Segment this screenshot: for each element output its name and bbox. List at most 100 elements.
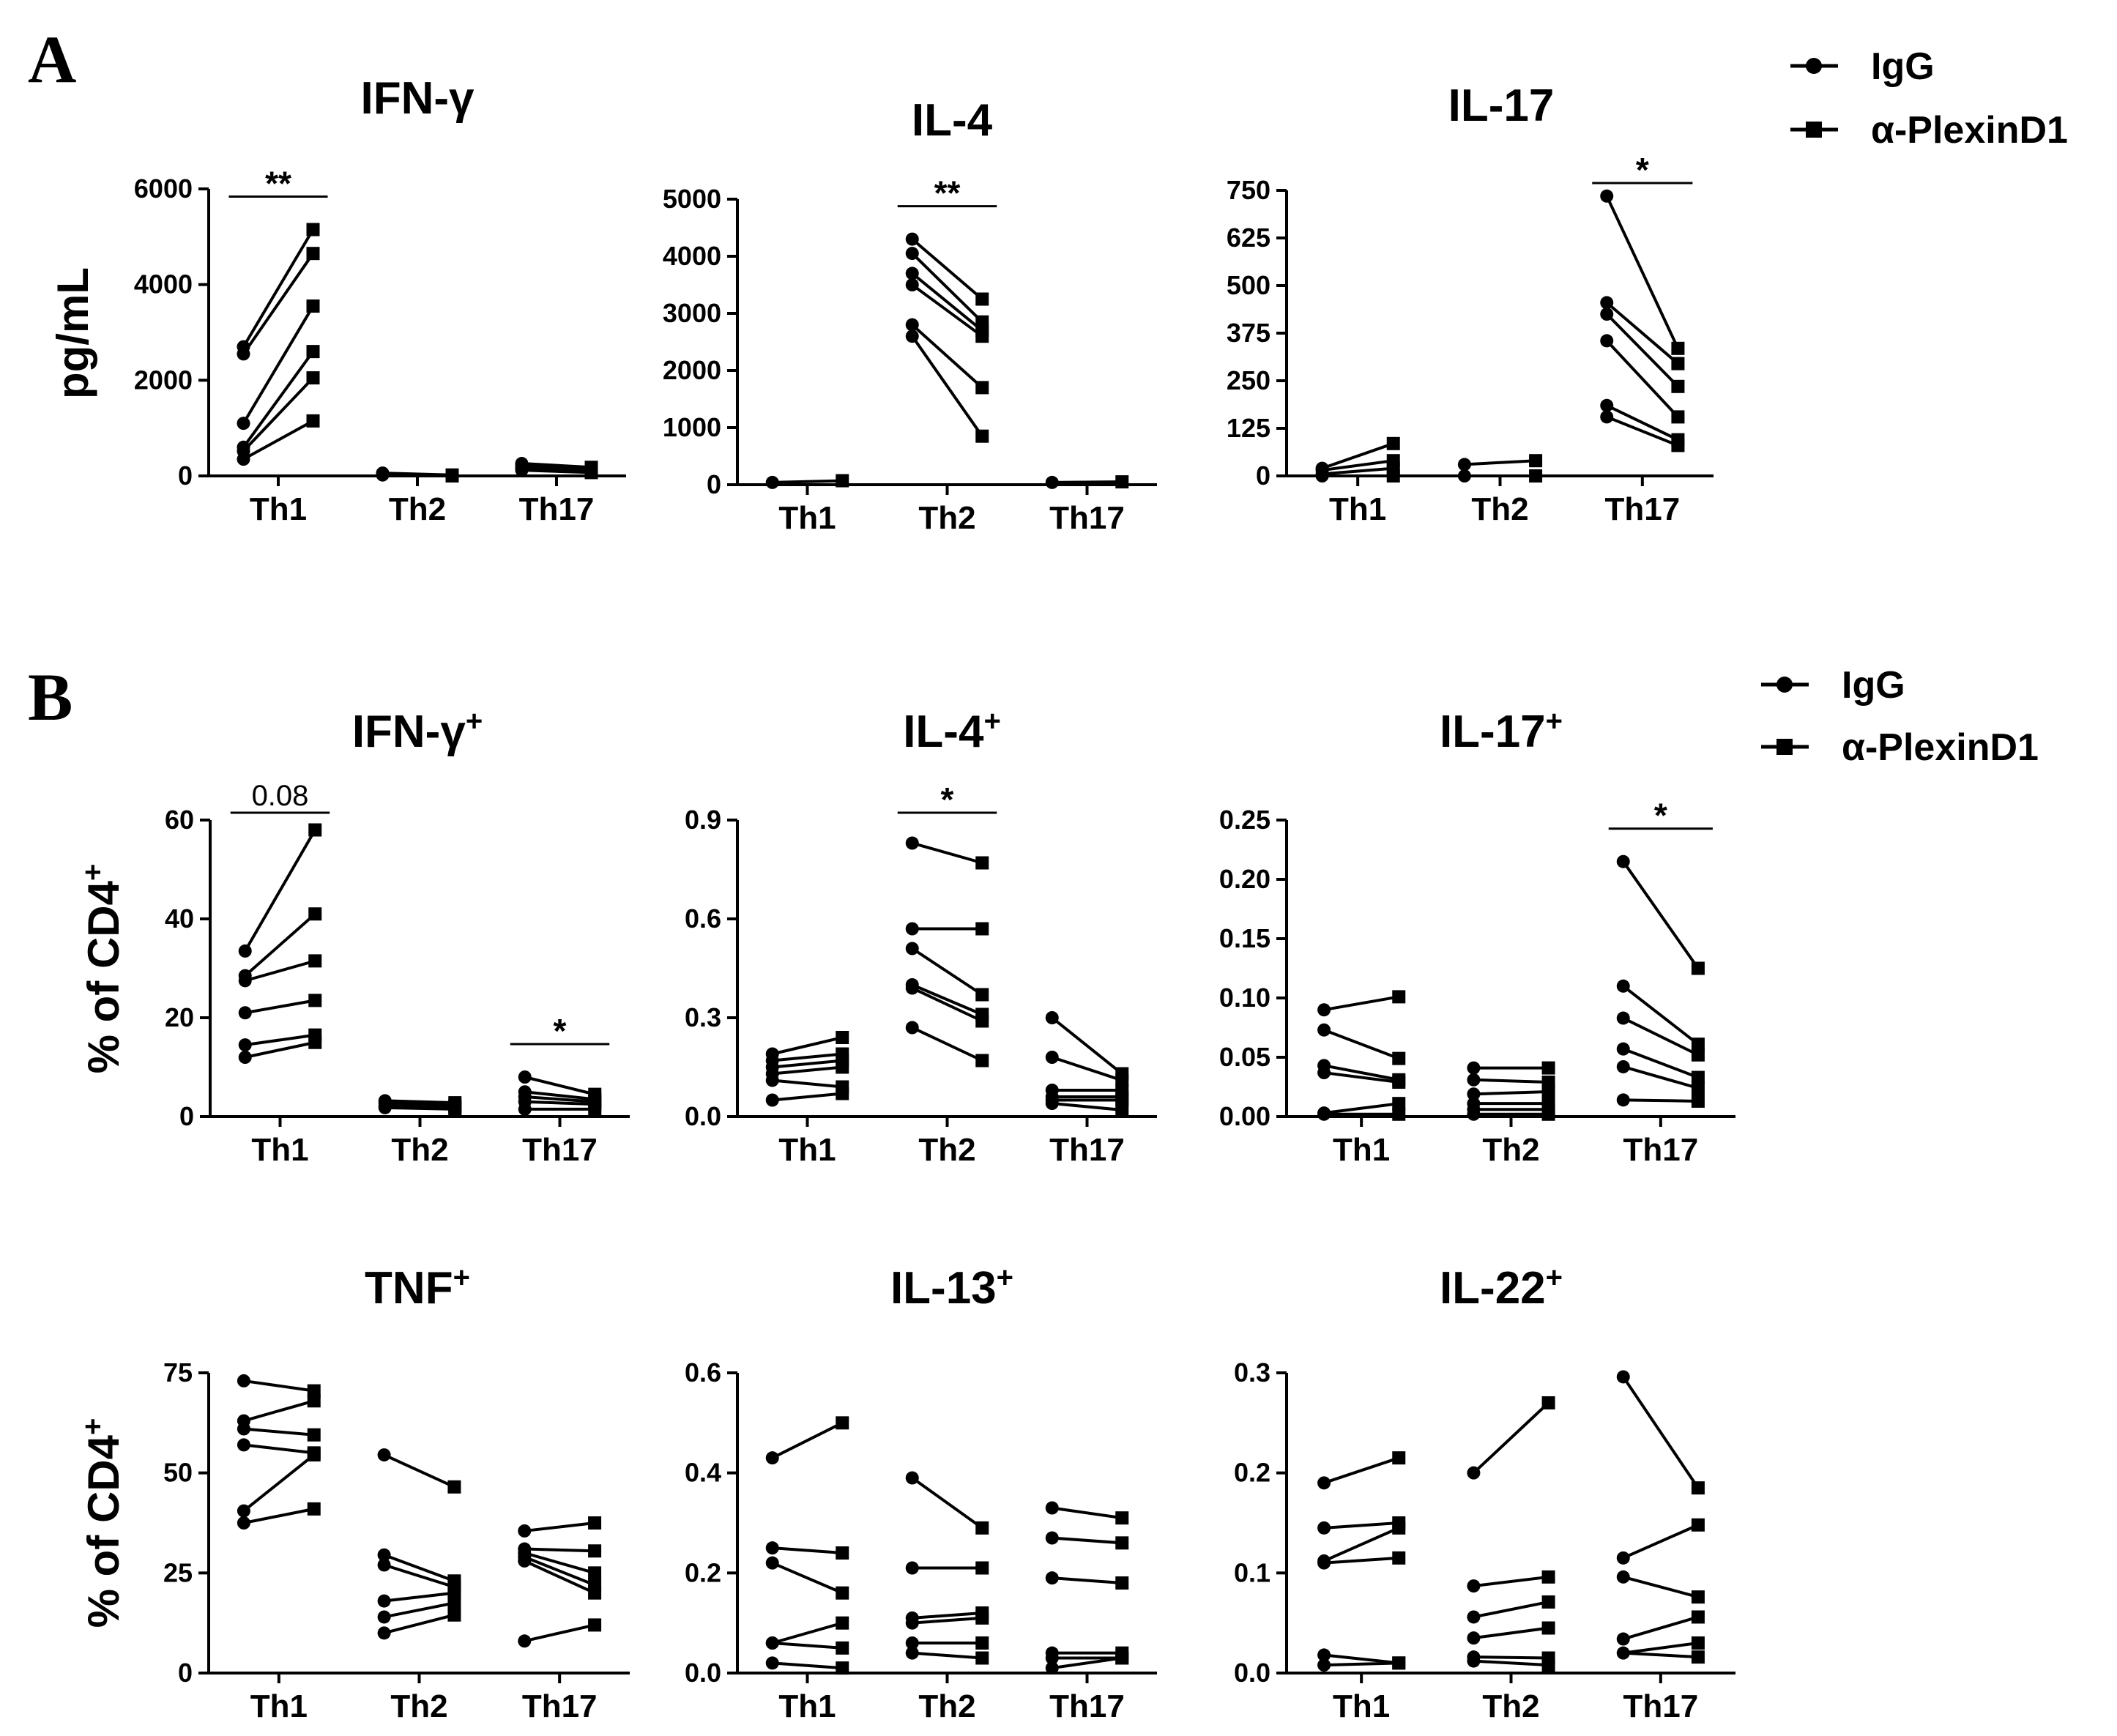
igg-point	[237, 1516, 250, 1530]
igg-point	[905, 329, 919, 343]
plexind1-point	[975, 922, 989, 936]
y-tick-label: 0.2	[1234, 1458, 1270, 1488]
igg-point	[1467, 1107, 1481, 1121]
paired-line	[242, 228, 315, 348]
paired-line	[1323, 1456, 1399, 1485]
paired-line	[1622, 985, 1700, 1046]
plexind1-point	[1115, 1103, 1129, 1117]
plexind1-point	[447, 1596, 461, 1610]
plexind1-point	[308, 823, 322, 837]
paired-line	[242, 1453, 315, 1513]
paired-line	[1605, 340, 1679, 418]
paired-line	[911, 272, 983, 332]
plexind1-point	[307, 1448, 321, 1462]
igg-point	[1616, 1632, 1630, 1646]
x-tick-label: Th17	[519, 491, 595, 527]
x-tick-label: Th1	[1333, 1688, 1390, 1724]
paired-line	[1323, 1102, 1399, 1115]
igg-point	[237, 417, 250, 431]
plexind1-point	[1691, 1081, 1705, 1095]
igg-point	[1616, 1011, 1630, 1025]
igg-point	[1467, 1654, 1481, 1668]
legend-a: IgG α-PlexinD1	[1790, 45, 2068, 152]
igg-point	[237, 1374, 250, 1387]
paired-line	[912, 1612, 983, 1620]
x-tick-label: Th17	[1049, 500, 1125, 536]
paired-line	[1323, 1556, 1399, 1565]
igg-point	[765, 1656, 779, 1670]
plexind1-point	[975, 1651, 989, 1665]
paired-line	[384, 1099, 455, 1105]
paired-line	[912, 841, 983, 865]
x-tick-label: Th2	[391, 1132, 448, 1168]
y-tick-label: 0	[178, 461, 193, 491]
plexind1-point	[588, 1102, 602, 1116]
paired-line	[242, 420, 314, 461]
chart-panel: IL-17 0 125 250 375 500 625 750 Th1 Th2 Th17 *	[1227, 81, 1714, 527]
plexind1-point	[1541, 1107, 1555, 1121]
igg-point	[905, 1561, 919, 1575]
plexind1-point	[1691, 1481, 1705, 1495]
plexind1-point	[447, 1480, 461, 1494]
igg-point	[237, 1438, 250, 1452]
igg-point	[905, 318, 919, 332]
igg-point	[1045, 1501, 1059, 1515]
plexind1-point	[836, 474, 849, 488]
paired-line	[1323, 1653, 1399, 1665]
y-tick-label: 375	[1227, 318, 1270, 348]
y-tick-label: 0.2	[685, 1557, 721, 1587]
igg-point	[1045, 1097, 1059, 1110]
paired-line	[524, 1547, 595, 1553]
plexind1-point	[975, 429, 989, 443]
y-tick-label: 0.1	[1234, 1557, 1270, 1587]
plexind1-point	[308, 907, 322, 921]
paired-line	[1623, 1642, 1699, 1655]
paired-line	[1324, 1661, 1399, 1667]
legend-circle-marker	[1806, 58, 1822, 74]
igg-point	[1045, 1051, 1059, 1064]
y-tick-label: 0.3	[1234, 1357, 1270, 1387]
paired-line	[524, 1095, 595, 1103]
plexind1-point	[1529, 469, 1543, 483]
y-tick-label: 0	[179, 1101, 194, 1131]
igg-point	[765, 1451, 779, 1465]
igg-point	[1616, 1042, 1630, 1056]
paired-line	[1052, 1102, 1123, 1111]
chart-title: TNF+	[365, 1262, 470, 1314]
paired-line	[524, 1076, 595, 1096]
plexind1-point	[1115, 475, 1129, 489]
paired-line	[911, 947, 983, 996]
plexind1-point	[836, 1616, 849, 1630]
igg-point	[1467, 1466, 1481, 1480]
plexind1-point	[975, 988, 989, 1002]
paired-line	[771, 1561, 844, 1595]
y-tick-label: 0.10	[1219, 983, 1270, 1013]
paired-line	[1052, 1506, 1123, 1520]
y-tick-label: 0.3	[685, 1002, 721, 1032]
paired-line	[243, 1443, 314, 1455]
y-tick-label: 0.6	[685, 904, 721, 934]
plexind1-point	[1541, 1396, 1555, 1409]
paired-line	[1322, 466, 1394, 476]
igg-point	[238, 1051, 252, 1064]
plexind1-point	[306, 345, 320, 359]
y-axis-label: % of CD4+	[77, 1418, 128, 1628]
igg-point	[237, 1422, 250, 1436]
igg-point	[237, 347, 250, 361]
significance-label: **	[265, 165, 291, 203]
igg-point	[1616, 854, 1630, 868]
igg-point	[1616, 1570, 1630, 1584]
plexind1-point	[306, 371, 320, 385]
chart-panel: IL-17+ 0.00 0.05 0.10 0.15 0.20 0.25 Th1 Th2 Th17…	[1219, 705, 1735, 1168]
paired-line	[912, 1651, 983, 1660]
plexind1-point	[588, 1544, 602, 1558]
legend-label-igg: IgG	[1871, 45, 1935, 88]
y-tick-label: 60	[165, 805, 194, 835]
paired-line	[772, 1642, 843, 1650]
plexind1-point	[975, 1521, 989, 1535]
igg-point	[765, 1073, 779, 1087]
igg-point	[1467, 1610, 1481, 1624]
paired-line	[243, 1427, 314, 1437]
plexind1-point	[836, 1661, 849, 1675]
y-tick-label: 25	[163, 1557, 193, 1587]
